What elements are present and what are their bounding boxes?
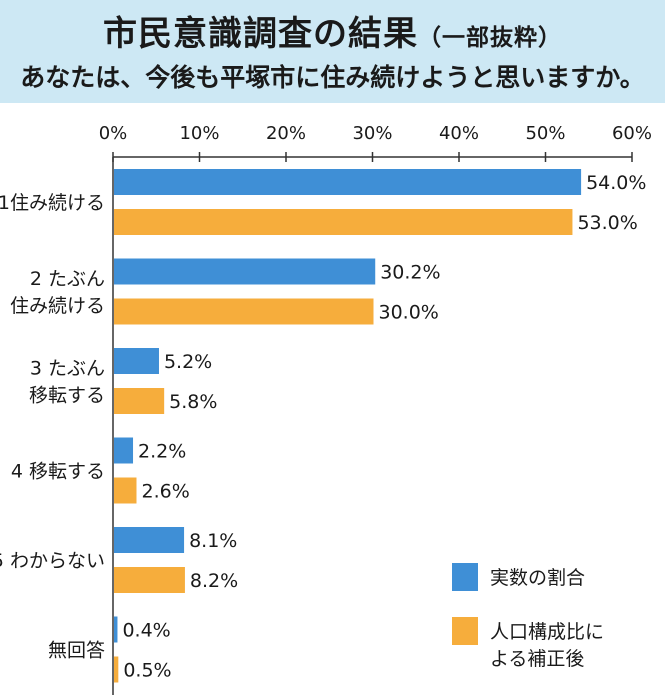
category-label-group: 1住み続ける 2 たぶん住み続ける 3 たぶん移転する 4 移転する 5 わからない無回… — [0, 192, 105, 662]
category-label: 1住み続ける — [0, 192, 105, 214]
x-tick-label: 10% — [179, 123, 219, 144]
category-label-line: 5 わからない — [0, 550, 105, 572]
bar-value-label: 0.4% — [122, 620, 170, 642]
bar — [114, 258, 376, 285]
bar-value-label: 30.0% — [379, 302, 439, 324]
bar — [114, 298, 374, 325]
x-tick-group: 0% 10% 20% 30% 40% 50% 60% — [99, 123, 652, 162]
bar — [114, 616, 118, 643]
legend-label-line: 実数の割合 — [490, 567, 585, 589]
bar-value-label: 8.1% — [189, 530, 237, 552]
legend-label: 人口構成比による補正後 — [490, 621, 604, 670]
bar-value-label: 8.2% — [190, 570, 238, 592]
bar — [114, 527, 185, 553]
bar — [114, 348, 159, 374]
survey-question: あなたは、今後も平塚市に住み続けようと思いますか。 — [20, 63, 645, 92]
bar — [114, 437, 134, 464]
category-label-line: 住み続ける — [10, 295, 105, 317]
category-label-line: 4 移転する — [11, 461, 105, 483]
bar-group: 54.0% 30.2% 5.2% 2.2% 8.1% 0.4% 53.0% 30.0% 5.8%… — [114, 169, 646, 683]
bar-value-label: 30.2% — [380, 262, 440, 284]
bar — [114, 169, 582, 195]
category-label-line: 無回答 — [48, 640, 105, 662]
x-tick-label: 50% — [525, 123, 565, 144]
title-suffix: （一部抜粋） — [418, 25, 562, 51]
category-label-line: 3 たぶん — [30, 358, 105, 380]
header-banner — [0, 0, 665, 103]
legend-label-line: 人口構成比に — [490, 621, 604, 643]
legend-swatch — [452, 617, 478, 645]
bar-value-label: 2.6% — [141, 481, 189, 503]
bar-value-label: 0.5% — [123, 660, 171, 682]
category-label: 無回答 — [48, 640, 105, 662]
x-tick-label: 0% — [99, 123, 128, 144]
x-tick-label: 30% — [352, 123, 392, 144]
bar — [114, 656, 119, 683]
page-title: 市民意識調査の結果（一部抜粋） — [0, 6, 665, 55]
x-tick-label: 60% — [612, 123, 652, 144]
bar — [114, 209, 573, 235]
bar-value-label: 2.2% — [138, 441, 186, 463]
title-main: 市民意識調査の結果 — [103, 14, 418, 54]
category-label: 3 たぶん移転する — [29, 358, 105, 407]
category-label-line: 2 たぶん — [30, 268, 105, 290]
bar-value-label: 5.2% — [164, 351, 212, 373]
category-label: 2 たぶん住み続ける — [10, 268, 105, 317]
bar-value-label: 53.0% — [577, 212, 637, 234]
legend-label-line: よる補正後 — [490, 648, 584, 670]
bar — [114, 567, 185, 593]
category-label: 5 わからない — [0, 550, 105, 572]
legend-label: 実数の割合 — [490, 567, 585, 589]
category-label-line: 1住み続ける — [0, 192, 105, 214]
legend-swatch — [452, 563, 478, 591]
x-tick-label: 20% — [266, 123, 306, 144]
bar-value-label: 54.0% — [586, 172, 646, 194]
x-tick-label: 40% — [439, 123, 479, 144]
category-label-line: 移転する — [29, 385, 105, 407]
bar — [114, 388, 165, 414]
bar-value-label: 5.8% — [169, 391, 217, 413]
bar — [114, 477, 137, 504]
category-label: 4 移転する — [11, 461, 105, 483]
